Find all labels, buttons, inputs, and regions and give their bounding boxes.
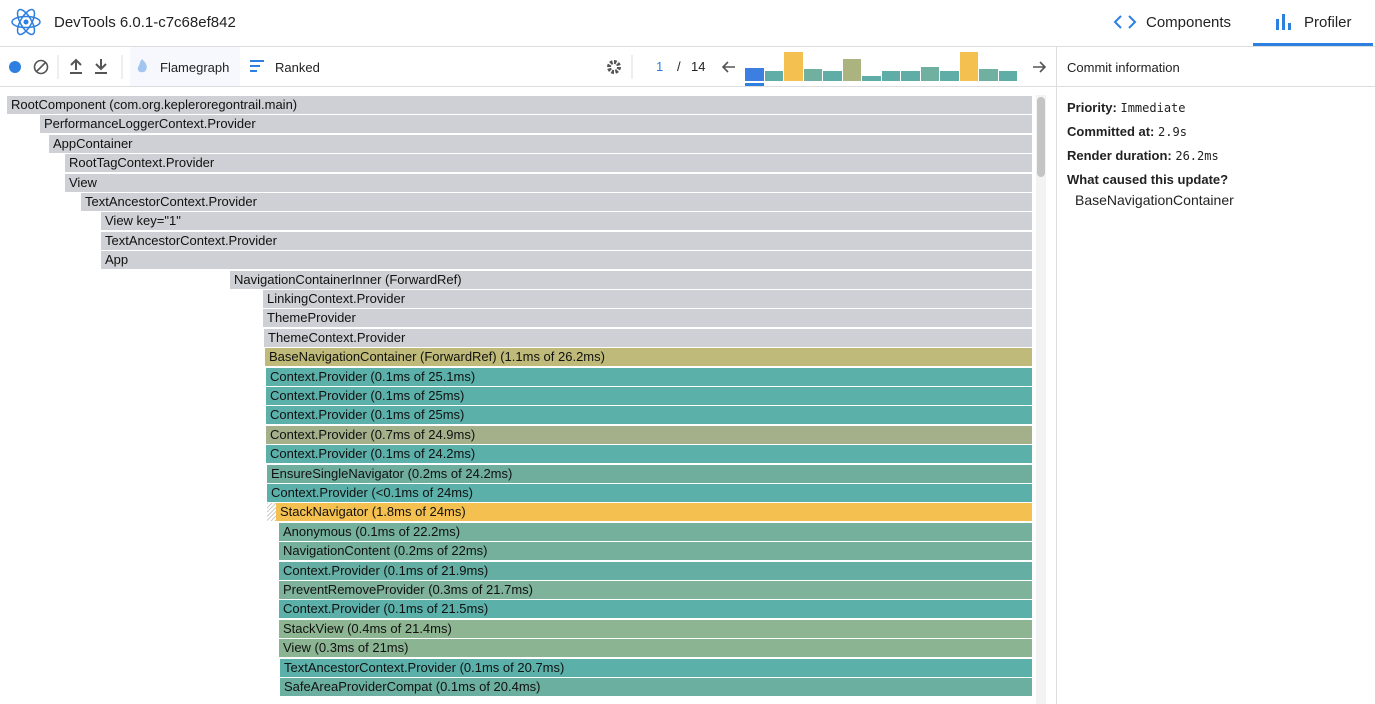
info-value: 26.2ms	[1175, 149, 1218, 163]
flame-node[interactable]: View (0.3ms of 21ms)	[279, 639, 1032, 657]
prev-commit[interactable]	[723, 62, 735, 72]
commit-bar[interactable]	[765, 71, 784, 81]
flame-node[interactable]: View key="1"	[101, 212, 1032, 230]
flame-node[interactable]: SafeAreaProviderCompat (0.1ms of 20.4ms)	[280, 678, 1032, 696]
flame-node[interactable]: Context.Provider (0.1ms of 25ms)	[266, 406, 1032, 424]
flame-node[interactable]: App	[101, 251, 1032, 269]
flame-node[interactable]: PerformanceLoggerContext.Provider	[40, 115, 1032, 133]
info-row: Render duration: 26.2ms	[1067, 144, 1367, 168]
flame-node[interactable]: Context.Provider (0.1ms of 24.2ms)	[266, 445, 1032, 463]
commit-bar[interactable]	[901, 71, 920, 81]
commit-bar[interactable]	[804, 69, 823, 81]
info-row: Priority: Immediate	[1067, 96, 1367, 120]
commit-bar[interactable]	[843, 59, 862, 81]
flame-node[interactable]: RootComponent (com.org.kepleroregontrail…	[7, 96, 1032, 114]
flame-node[interactable]: Context.Provider (<0.1ms of 24ms)	[267, 484, 1032, 502]
toolbar: Flamegraph Ranked 1 / 14	[0, 47, 1056, 87]
mode-tab[interactable]: Ranked	[275, 60, 320, 75]
scrollbar-thumb[interactable]	[1037, 97, 1045, 177]
sidebar-header: Commit information	[1057, 47, 1375, 87]
header: DevTools 6.0.1-c7c68ef842 Components Pro…	[0, 0, 1375, 47]
flame-node[interactable]: View	[65, 174, 1032, 192]
flame-node[interactable]: Context.Provider (0.1ms of 25ms)	[266, 387, 1032, 405]
hatch	[267, 503, 276, 521]
mode-tab[interactable]: Flamegraph	[160, 60, 229, 75]
commit-separator: /	[677, 59, 681, 74]
scrollbar-track	[1036, 95, 1046, 704]
download-button[interactable]	[95, 59, 107, 73]
next-commit[interactable]	[1033, 62, 1045, 72]
ranked-icon	[250, 61, 264, 71]
app-title: DevTools 6.0.1-c7c68ef842	[54, 14, 236, 31]
divider	[1056, 47, 1057, 704]
flame-node[interactable]: TextAncestorContext.Provider	[81, 193, 1032, 211]
sidebar-title: Commit information	[1067, 60, 1180, 75]
flame-node[interactable]: NavigationContainerInner (ForwardRef)	[230, 271, 1032, 289]
info-value: Immediate	[1120, 101, 1185, 115]
flame-node[interactable]: NavigationContent (0.2ms of 22ms)	[279, 542, 1032, 560]
flame-node[interactable]: Context.Provider (0.1ms of 21.5ms)	[279, 600, 1032, 618]
info-label: Priority:	[1067, 100, 1117, 115]
flame-node[interactable]: TextAncestorContext.Provider (0.1ms of 2…	[280, 659, 1032, 677]
flame-node[interactable]: LinkingContext.Provider	[263, 290, 1032, 308]
tab[interactable]: Profiler	[1304, 14, 1352, 31]
commit-bar[interactable]	[745, 68, 764, 81]
commit-bar[interactable]	[979, 69, 998, 81]
flame-node[interactable]: ThemeProvider	[263, 309, 1032, 327]
flame-node[interactable]: StackNavigator (1.8ms of 24ms)	[276, 503, 1032, 521]
commit-bar[interactable]	[823, 71, 842, 81]
components-icon	[1113, 13, 1137, 31]
flame-node[interactable]: Context.Provider (0.7ms of 24.9ms)	[266, 426, 1032, 444]
commit-info: Priority: ImmediateCommitted at: 2.9sRen…	[1067, 96, 1367, 208]
info-value: 2.9s	[1158, 125, 1187, 139]
react-logo	[10, 7, 42, 37]
commit-bar[interactable]	[999, 71, 1018, 81]
flame-node[interactable]: PreventRemoveProvider (0.3ms of 21.7ms)	[279, 581, 1032, 599]
tab[interactable]: Components	[1146, 14, 1231, 31]
flame-node[interactable]: StackView (0.4ms of 21.4ms)	[279, 620, 1032, 638]
commit-bar[interactable]	[960, 52, 979, 81]
settings-button[interactable]	[609, 62, 619, 72]
cause-title: What caused this update?	[1067, 168, 1367, 192]
tab-underline	[1253, 43, 1373, 46]
commit-index: 1	[656, 59, 663, 74]
commit-bar[interactable]	[940, 71, 959, 81]
flame-node[interactable]: ThemeContext.Provider	[264, 329, 1032, 347]
profiler-icon	[1274, 13, 1292, 31]
commit-bar[interactable]	[862, 76, 881, 81]
commit-bar[interactable]	[784, 52, 803, 81]
flame-node[interactable]: AppContainer	[49, 135, 1032, 153]
cause-component: BaseNavigationContainer	[1067, 192, 1367, 208]
flame-node[interactable]: Context.Provider (0.1ms of 21.9ms)	[279, 562, 1032, 580]
selected-commit-indicator	[745, 83, 764, 86]
flame-node[interactable]: Anonymous (0.1ms of 22.2ms)	[279, 523, 1032, 541]
commit-bar[interactable]	[882, 71, 901, 81]
flame-node[interactable]: TextAncestorContext.Provider	[101, 232, 1032, 250]
commit-bar[interactable]	[921, 67, 940, 81]
flame-node[interactable]: Context.Provider (0.1ms of 25.1ms)	[266, 368, 1032, 386]
record-button[interactable]	[9, 61, 21, 73]
info-label: Render duration:	[1067, 148, 1172, 163]
commit-total: 14	[691, 59, 705, 74]
flame-node[interactable]: RootTagContext.Provider	[65, 154, 1032, 172]
flame-node[interactable]: EnsureSingleNavigator (0.2ms of 24.2ms)	[267, 465, 1032, 483]
clear-button[interactable]	[35, 61, 48, 74]
flamegraph: RootComponent (com.org.kepleroregontrail…	[0, 87, 1056, 704]
commit-chart	[745, 47, 1025, 81]
info-row: Committed at: 2.9s	[1067, 120, 1367, 144]
info-label: Committed at:	[1067, 124, 1154, 139]
flame-node[interactable]: BaseNavigationContainer (ForwardRef) (1.…	[265, 348, 1032, 366]
upload-button[interactable]	[70, 60, 82, 73]
